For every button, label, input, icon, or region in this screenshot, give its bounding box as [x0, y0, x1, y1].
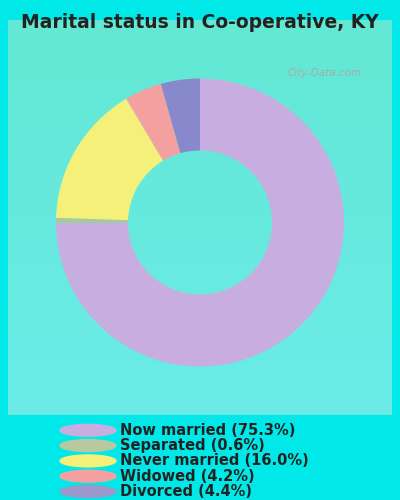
Text: Never married (16.0%): Never married (16.0%)	[120, 454, 309, 468]
Circle shape	[60, 440, 116, 452]
Text: Divorced (4.4%): Divorced (4.4%)	[120, 484, 252, 499]
Text: City-Data.com: City-Data.com	[288, 68, 362, 78]
Circle shape	[60, 470, 116, 482]
Text: Marital status in Co-operative, KY: Marital status in Co-operative, KY	[21, 12, 379, 32]
Wedge shape	[56, 78, 344, 366]
Wedge shape	[56, 218, 128, 223]
Circle shape	[60, 455, 116, 467]
Circle shape	[60, 486, 116, 498]
Text: Separated (0.6%): Separated (0.6%)	[120, 438, 265, 453]
Wedge shape	[56, 99, 163, 220]
Text: Now married (75.3%): Now married (75.3%)	[120, 423, 295, 438]
Wedge shape	[161, 78, 200, 153]
Text: Widowed (4.2%): Widowed (4.2%)	[120, 468, 255, 483]
Wedge shape	[126, 84, 180, 160]
Circle shape	[60, 424, 116, 436]
